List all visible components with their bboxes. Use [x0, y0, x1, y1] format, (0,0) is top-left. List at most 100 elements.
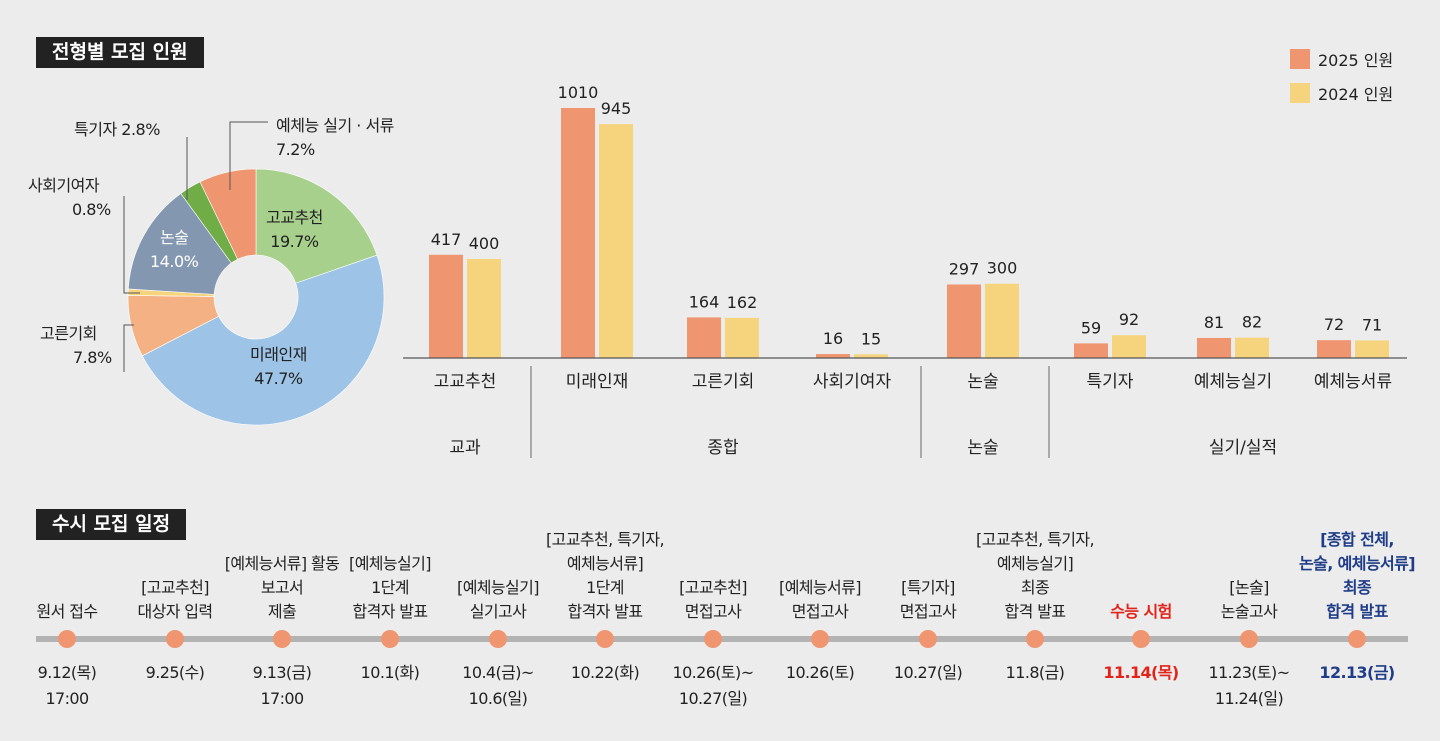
timeline-dot — [381, 630, 399, 648]
pie-label-value: 14.0% — [150, 252, 199, 271]
timeline-dot — [273, 630, 291, 648]
pie-label-value: 0.8% — [72, 200, 111, 219]
timeline-date-line: 10.27(일) — [893, 663, 963, 682]
pie-label-name: 고른기회 — [40, 324, 97, 343]
legend: 2025 인원 2024 인원 — [1290, 42, 1393, 110]
timeline-label-line: [예체능서류] — [779, 578, 861, 597]
timeline-event-label: 수능 시험 — [1076, 600, 1206, 624]
timeline-event-label: [특기자] 면접고사 — [863, 576, 993, 624]
pie-slice — [141, 254, 385, 426]
timeline-label-line: 예체능서류] — [566, 554, 644, 573]
timeline-label-line: 논술고사 — [1220, 602, 1278, 621]
pie-label-essay: 논술 14.0% — [150, 226, 199, 274]
timeline-label-line: 1단계 — [586, 578, 624, 597]
timeline-event-label: [고교추천] 면접고사 — [648, 576, 778, 624]
pie-label-future: 미래인재 47.7% — [250, 343, 307, 391]
schedule-section-title: 수시 모집 일정 — [36, 509, 187, 540]
timeline-dot — [919, 630, 937, 648]
timeline-event-label: [예체능실기] 실기고사 — [433, 576, 563, 624]
timeline-event-date: 11.14(목) — [1076, 660, 1206, 686]
timeline-date-line: 10.27(일) — [678, 689, 748, 708]
pie-label-name: 논술 — [159, 228, 189, 247]
timeline-label-line: 대상자 입력 — [137, 602, 213, 621]
timeline-label-line: 원서 접수 — [36, 602, 99, 621]
timeline-label-line: [논술] — [1229, 578, 1269, 597]
timeline-date-line: 10.1(화) — [360, 663, 420, 682]
pie-label-value: 19.7% — [270, 232, 319, 251]
timeline-dot — [596, 630, 614, 648]
timeline-label-line: 제출 — [267, 602, 297, 621]
pie-label-name: 고교추천 — [266, 208, 323, 227]
legend-label: 2025 인원 — [1318, 51, 1394, 70]
timeline-label-line: 면접고사 — [899, 602, 957, 621]
timeline-date-line: 10.22(화) — [570, 663, 640, 682]
timeline-label-line: 합격 발표 — [1004, 602, 1067, 621]
timeline-event-date: 11.8(금) — [970, 660, 1100, 686]
timeline-label-line: 논술, 예체능서류] — [1298, 554, 1416, 573]
timeline-date-line: 11.24(일) — [1214, 689, 1284, 708]
pie-label-name: 특기자 — [74, 120, 117, 139]
leader-line-equal — [123, 324, 134, 372]
timeline-label-line: 실기고사 — [469, 602, 527, 621]
timeline-label-line: [예체능서류] 활동 — [224, 554, 340, 573]
timeline-event-label: [종합 전체, 논술, 예체능서류] 최종 합격 발표 — [1292, 528, 1422, 624]
legend-label: 2024 인원 — [1318, 85, 1394, 104]
timeline-event-date: 10.4(금)~ 10.6(일) — [433, 660, 563, 712]
timeline-date-line: 9.12(목) — [37, 663, 97, 682]
timeline-date-line: 17:00 — [260, 689, 304, 708]
timeline-date-line: 10.26(토) — [785, 663, 855, 682]
timeline-date-line: 11.23(토)~ — [1208, 663, 1290, 682]
timeline-date-line: 11.14(목) — [1103, 663, 1179, 682]
timeline-event-date: 10.1(화) — [325, 660, 455, 686]
timeline-date-line: 10.4(금)~ — [462, 663, 534, 682]
timeline-event-date: 9.13(금) 17:00 — [217, 660, 347, 712]
pie-label-value: 2.8% — [121, 120, 160, 139]
timeline-label-line: [고교추천, 특기자, — [546, 530, 665, 549]
timeline-label-line: 면접고사 — [684, 602, 742, 621]
timeline-label-line: 합격자 발표 — [567, 602, 643, 621]
timeline-date-line: 12.13(금) — [1319, 663, 1395, 682]
timeline-date-line: 10.26(토)~ — [672, 663, 754, 682]
pie-label-equal: 고른기회 7.8% — [40, 322, 112, 370]
pie-label-name: 예체능 실기 · 서류 — [276, 116, 394, 135]
pie-label-value: 7.8% — [73, 348, 112, 367]
timeline-event-label: [논술] 논술고사 — [1184, 576, 1314, 624]
timeline-label-line: 예체능실기] — [996, 554, 1074, 573]
pie-slice — [255, 168, 378, 284]
timeline-event-label: [고교추천, 특기자, 예체능실기] 최종 합격 발표 — [970, 528, 1100, 624]
timeline-label-line: 면접고사 — [791, 602, 849, 621]
pie-label-school: 고교추천 19.7% — [266, 206, 323, 254]
timeline-event-date: 10.26(토)~ 10.27(일) — [648, 660, 778, 712]
timeline-date-line: 9.13(금) — [252, 663, 312, 682]
pie-label-name: 미래인재 — [250, 345, 307, 364]
timeline-dot — [1348, 630, 1366, 648]
pie-label-value: 7.2% — [276, 140, 315, 159]
timeline-dot — [704, 630, 722, 648]
timeline-event-label: [예체능서류] 활동 보고서 제출 — [217, 552, 347, 624]
timeline-event-label: [고교추천] 대상자 입력 — [110, 576, 240, 624]
timeline-label-line: 수능 시험 — [1110, 602, 1172, 621]
timeline-label-line: 합격자 발표 — [352, 602, 428, 621]
legend-swatch — [1290, 83, 1310, 103]
pie-label-arts: 예체능 실기 · 서류 7.2% — [276, 114, 394, 162]
leader-line-arts — [229, 121, 268, 190]
timeline-date-line: 9.25(수) — [145, 663, 205, 682]
leader-line-social — [123, 196, 140, 294]
timeline-event-date: 9.25(수) — [110, 660, 240, 686]
timeline-event-date: 11.23(토)~ 11.24(일) — [1184, 660, 1314, 712]
timeline-dot — [1240, 630, 1258, 648]
timeline-event-label: [예체능실기] 1단계 합격자 발표 — [325, 552, 455, 624]
donut-hole — [214, 255, 298, 339]
timeline-event-date: 10.27(일) — [863, 660, 993, 686]
timeline-label-line: 최종 — [1020, 578, 1050, 597]
timeline-label-line: [예체능실기] — [349, 554, 431, 573]
timeline-dot — [166, 630, 184, 648]
pie-label-value: 47.7% — [254, 369, 303, 388]
timeline-label-line: [종합 전체, — [1320, 530, 1394, 549]
timeline-date-line: 10.6(일) — [468, 689, 528, 708]
timeline-event-date: 10.22(화) — [540, 660, 670, 686]
timeline-event-date: 12.13(금) — [1292, 660, 1422, 686]
